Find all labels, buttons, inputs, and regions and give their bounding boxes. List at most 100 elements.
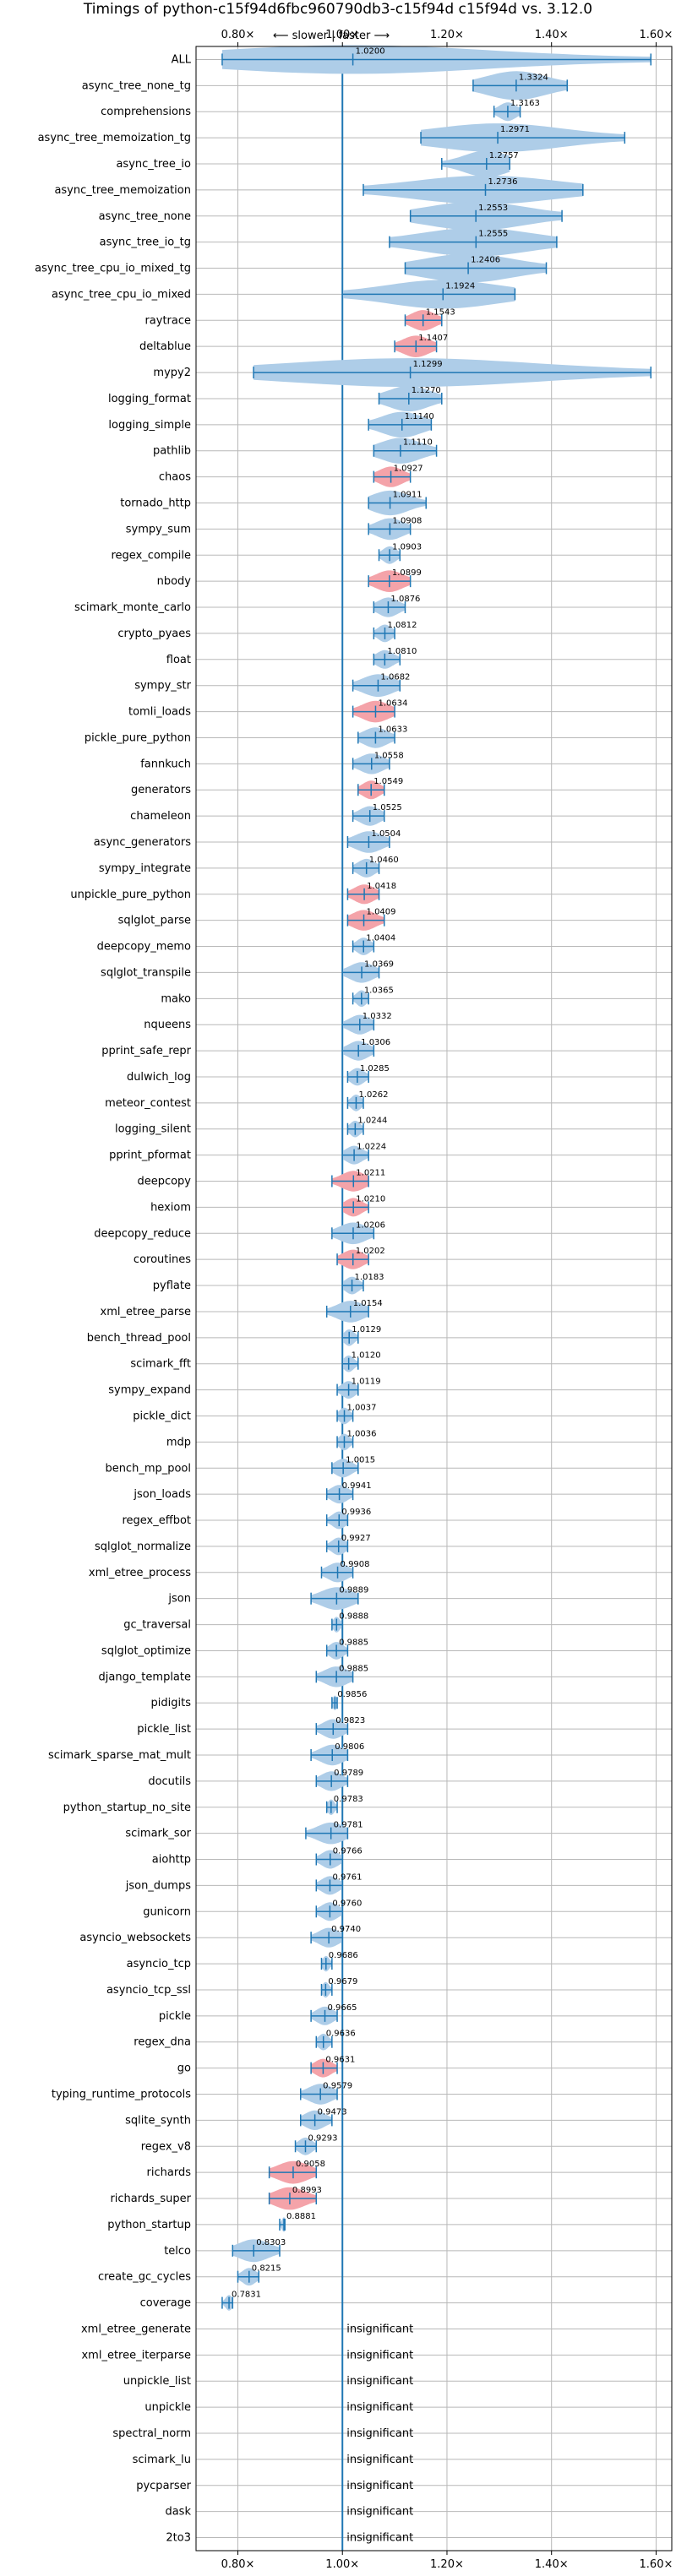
value-label: 1.0120 <box>352 1351 381 1361</box>
violin-regex_compile: 1.0903 <box>378 542 422 564</box>
chart-title: Timings of python-c15f94d6fbc960790db3-c… <box>83 1 592 18</box>
value-label: 0.9761 <box>332 1872 362 1882</box>
violin-typing_runtime_protocols: 0.9579 <box>299 2082 352 2105</box>
value-label: 1.1110 <box>403 438 433 448</box>
category-label: richards_super <box>110 2193 191 2205</box>
value-label: 1.0365 <box>364 986 394 995</box>
value-label: 0.9889 <box>339 1586 368 1595</box>
category-label: async_tree_none_tg <box>82 79 191 92</box>
violin-async_tree_none_tg: 1.3324 <box>472 71 569 101</box>
category-label: json_dumps <box>125 1879 191 1892</box>
violin-chaos: 1.0927 <box>373 465 423 487</box>
violin-pprint_safe_repr: 1.0306 <box>341 1038 390 1061</box>
category-label: pathlib <box>153 445 191 458</box>
violin-scimark_sor: 0.9781 <box>305 1821 363 1845</box>
value-label: 1.0202 <box>356 1247 385 1256</box>
violin-sqlglot_transpile: 1.0369 <box>341 959 394 983</box>
value-label: 0.9908 <box>341 1560 370 1569</box>
category-label: async_generators <box>94 836 192 849</box>
category-label: spectral_norm <box>112 2427 191 2440</box>
category-label: logging_silent <box>115 1123 191 1136</box>
value-label: 1.0549 <box>373 777 403 786</box>
value-label: 0.9941 <box>342 1481 372 1491</box>
x-axis-ticks: 0.80× 0.80× 1.00× 1.00× 1.20× 1.20× 1.40× 1.40×… <box>221 29 673 2571</box>
category-label: pickle_pure_python <box>84 731 191 744</box>
category-label: sympy_sum <box>126 523 191 535</box>
category-label: gc_traversal <box>123 1619 191 1632</box>
value-label: 1.0911 <box>393 490 422 499</box>
violin-telco: 0.8303 <box>232 2238 286 2263</box>
value-label: 1.2553 <box>478 204 508 213</box>
x-tick-label-top: 1.40× <box>535 29 569 41</box>
value-label: 1.0306 <box>361 1038 390 1047</box>
category-label: dulwich_log <box>127 1071 191 1084</box>
violin-tornado_http: 1.0911 <box>368 490 427 516</box>
value-label: 1.0404 <box>366 934 395 943</box>
category-label: async_tree_none <box>99 210 191 223</box>
violin-richards: 0.9058 <box>268 2160 325 2184</box>
value-label: 1.0183 <box>355 1273 384 1282</box>
category-label: sqlite_synth <box>125 2114 191 2127</box>
violin-ALL: 1.0200 <box>221 45 652 74</box>
value-label: 1.0810 <box>387 647 417 656</box>
value-label: 1.0244 <box>357 1117 387 1126</box>
value-label: 0.9473 <box>318 2107 347 2117</box>
category-label: regex_compile <box>111 549 191 562</box>
value-label: 1.2555 <box>478 230 508 239</box>
value-label: 0.9686 <box>329 1951 358 1960</box>
value-label: 1.2757 <box>489 151 519 160</box>
x-tick-label-top: 1.00× <box>325 29 359 41</box>
category-label: pyflate <box>153 1280 191 1292</box>
category-label: coroutines <box>134 1253 191 1266</box>
value-label: 0.9856 <box>337 1690 367 1699</box>
value-label: 0.9823 <box>335 1716 365 1725</box>
grid-lines <box>196 46 672 2551</box>
category-label: ALL <box>172 53 192 66</box>
category-label: scimark_lu <box>133 2454 191 2466</box>
value-label: 1.0908 <box>392 516 422 525</box>
violin-logging_simple: 1.1140 <box>368 411 434 437</box>
violin-pickle_list: 0.9823 <box>315 1716 365 1739</box>
violin-float: 1.0810 <box>373 647 417 669</box>
violin-xml_etree_parse: 1.0154 <box>325 1299 383 1323</box>
value-label: 1.0876 <box>390 595 420 604</box>
value-label: 1.1270 <box>412 386 441 395</box>
violin-pickle_dict: 1.0037 <box>336 1403 377 1425</box>
category-label: xml_etree_generate <box>81 2323 191 2335</box>
value-label: 1.0633 <box>378 725 407 734</box>
category-label: meteor_contest <box>105 1097 191 1110</box>
category-label: pickle <box>159 2010 191 2023</box>
category-label: xml_etree_iterparse <box>81 2349 191 2361</box>
violin-python_startup_no_site: 0.9783 <box>325 1795 363 1815</box>
violin-nqueens: 1.0332 <box>341 1012 392 1035</box>
category-label: tomli_loads <box>128 706 191 719</box>
violin-hexiom: 1.0210 <box>341 1194 385 1217</box>
category-label: dask <box>165 2506 191 2519</box>
value-label: 0.9766 <box>333 1847 363 1856</box>
category-label: sqlglot_optimize <box>101 1644 191 1657</box>
value-label: 1.0899 <box>392 568 422 578</box>
value-label: 0.8993 <box>292 2186 322 2195</box>
violin-pyflate: 1.0183 <box>341 1273 384 1295</box>
value-label: 0.9783 <box>334 1795 363 1804</box>
value-label: 1.0369 <box>364 959 394 969</box>
insignificant-label: insignificant <box>346 2506 413 2519</box>
value-label: 0.9936 <box>341 1508 371 1517</box>
category-label: pidigits <box>151 1697 192 1709</box>
violin-async_tree_io: 1.2757 <box>441 150 519 177</box>
value-label: 1.0210 <box>356 1194 385 1204</box>
violin-bench_thread_pool: 1.0129 <box>341 1325 381 1346</box>
category-label: json_loads <box>133 1488 191 1501</box>
category-label: sympy_integrate <box>99 862 191 875</box>
category-label: pprint_pformat <box>109 1149 191 1162</box>
category-label: logging_format <box>108 393 191 405</box>
value-label: 1.3324 <box>519 73 548 82</box>
violin-sympy_sum: 1.0908 <box>368 516 422 541</box>
category-label: unpickle_pure_python <box>70 889 191 901</box>
value-label: 0.8303 <box>256 2238 286 2247</box>
value-label: 1.0224 <box>357 1143 386 1152</box>
violin-nbody: 1.0899 <box>368 568 422 592</box>
violin-raytrace: 1.1543 <box>404 307 455 331</box>
axes-frame <box>195 46 673 2552</box>
violin-sqlglot_parse: 1.0409 <box>346 908 396 931</box>
